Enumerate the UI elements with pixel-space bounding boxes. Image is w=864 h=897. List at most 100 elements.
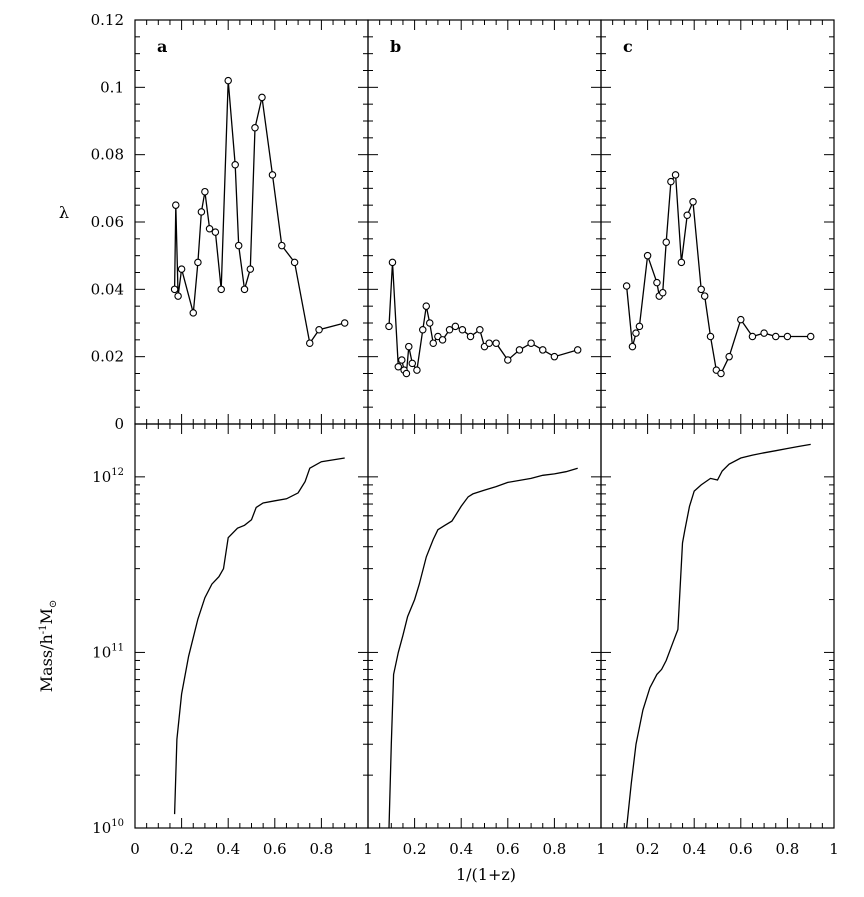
lambda-point-b [388, 258, 397, 267]
x-tick-label: 0.4 [682, 840, 706, 858]
lambda-point-b [492, 339, 500, 347]
x-tick-label: 1 [829, 840, 839, 858]
lambda-point-c [717, 369, 725, 378]
axis-ticks [134, 19, 835, 829]
mass-axis-title-sup: -1 [38, 624, 49, 634]
x-tick-label: 0.8 [309, 840, 333, 858]
lambda-point-c [737, 315, 745, 324]
lambda-point-b [538, 346, 547, 354]
lambda-point-a [217, 285, 225, 294]
lambda-point-b [394, 363, 403, 371]
lambda-point-a [340, 319, 349, 327]
lambda-tick-label: 0.02 [91, 348, 124, 366]
lambda-point-a [251, 123, 259, 132]
lambda-point-a [172, 201, 180, 209]
lambda-tick-label: 0.12 [91, 11, 124, 29]
lambda-point-a [197, 208, 206, 216]
x-tick-label: 0.6 [496, 840, 520, 858]
lambda-tick-label: 0 [114, 415, 124, 433]
lambda-point-a [177, 265, 186, 273]
x-tick-label: 0.2 [403, 840, 427, 858]
panel-label-b: b [390, 37, 401, 56]
mass-tick-label-base: 10 [92, 468, 111, 486]
lambda-point-a [278, 241, 286, 250]
x-tick-label: 0.6 [263, 840, 287, 858]
lambda-point-b [515, 346, 524, 354]
lambda-point-c [635, 322, 644, 331]
lambda-point-b [466, 332, 475, 341]
mass-tick-label: 1010 [92, 818, 124, 837]
x-tick-label: 0.2 [170, 840, 194, 858]
lambda-point-a [170, 285, 179, 294]
lambda-point-b [458, 325, 467, 334]
lambda-point-c [658, 288, 667, 297]
lambda-point-b [429, 339, 437, 347]
lambda-point-b [438, 336, 447, 344]
lambda-point-a [268, 171, 277, 179]
lambda-point-a [258, 93, 266, 102]
mass-tick-label-exp: 12 [111, 467, 124, 478]
mass-axis-title: Mass/h-1M⊙ [37, 600, 59, 693]
lambda-point-b [485, 339, 493, 347]
mass-tick-label: 1012 [92, 467, 124, 486]
lambda-point-c [677, 258, 686, 267]
lambda-point-b [422, 302, 430, 310]
mass-line-a [173, 457, 345, 815]
x-tick-label: 0.6 [729, 840, 753, 858]
lambda-point-a [211, 228, 220, 236]
lambda-point-b [402, 369, 411, 378]
lambda-line-c [625, 173, 811, 375]
mass-axis-title-tail: M [37, 608, 56, 624]
lambda-point-a [246, 265, 255, 273]
lambda-point-b [398, 356, 406, 364]
lambda-point-c [632, 329, 640, 337]
lambda-point-b [413, 366, 421, 374]
lambda-line-b [388, 262, 578, 376]
x-tick-label: 0.8 [542, 840, 566, 858]
lambda-point-c [725, 352, 733, 361]
mass-axis-title-sub: ⊙ [48, 600, 59, 608]
lambda-point-c [700, 292, 709, 300]
lambda-point-c [622, 282, 631, 290]
lambda-tick-label: 0.04 [91, 280, 124, 298]
lambda-point-c [662, 238, 670, 246]
lambda-point-b [504, 356, 512, 364]
x-tick-label: 1 [363, 840, 373, 858]
lambda-point-b [419, 325, 427, 334]
panel-label-a: a [157, 37, 167, 56]
frame-top-c [600, 19, 835, 425]
mass-axis-title-main: Mass/h [37, 634, 56, 692]
lambda-tick-label: 0.1 [100, 78, 124, 96]
lambda-point-c [783, 332, 792, 341]
x-tick-label: 0.4 [449, 840, 473, 858]
mass-tick-label-base: 10 [92, 643, 111, 661]
lambda-point-a [315, 325, 323, 334]
x-tick-label: 0.4 [216, 840, 240, 858]
mass-tick-label: 1011 [92, 642, 124, 661]
mass-line-c [625, 443, 811, 829]
lambda-axis-title: λ [59, 203, 69, 222]
lambda-point-c [683, 211, 691, 220]
mass-tick-label-exp: 10 [111, 818, 124, 829]
panel-label-c: c [623, 37, 633, 56]
lambda-point-c [689, 198, 697, 206]
lambda-point-b [451, 322, 460, 331]
lambda-point-c [643, 251, 652, 260]
lambda-point-c [671, 171, 680, 179]
lambda-point-b [385, 322, 393, 331]
lambda-point-a [224, 76, 232, 85]
lambda-point-b [405, 342, 413, 351]
lambda-point-a [194, 258, 202, 267]
lambda-point-c [760, 329, 768, 337]
lambda-tick-label: 0.06 [91, 213, 124, 231]
lambda-point-c [697, 285, 705, 294]
lambda-point-a [240, 285, 249, 294]
lambda-point-c [628, 342, 637, 351]
x-tick-label: 0.8 [775, 840, 799, 858]
lambda-point-a [205, 224, 214, 233]
lambda-point-c [748, 332, 757, 341]
lambda-point-c [653, 278, 661, 287]
x-tick-label: 1 [596, 840, 606, 858]
